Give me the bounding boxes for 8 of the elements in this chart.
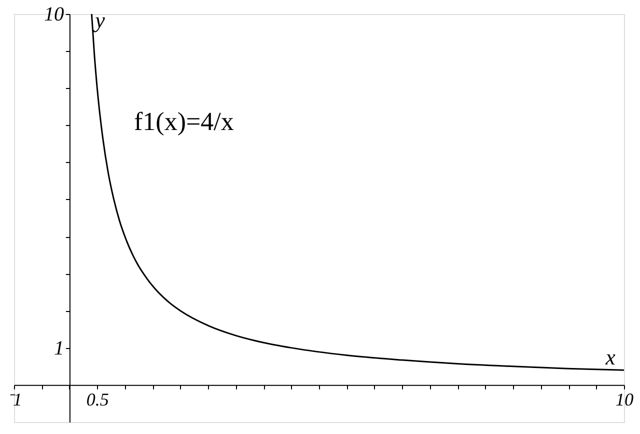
y-axis-title: y <box>93 8 106 32</box>
line-series <box>90 14 624 371</box>
y-tick-label: 1 <box>54 337 64 360</box>
x-tick-label: 10 <box>616 389 634 410</box>
x-axis-title: x <box>604 344 616 370</box>
x-tick-label: 0.5 <box>86 389 109 410</box>
annotation: f1(x)=4/x <box>134 107 234 136</box>
x-tick-label: ⁻1 <box>7 389 22 410</box>
